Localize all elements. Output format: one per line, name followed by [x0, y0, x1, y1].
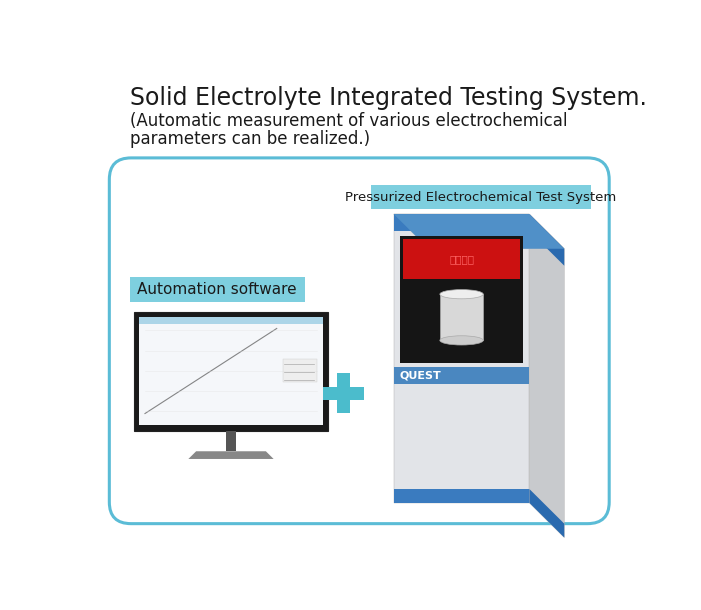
FancyBboxPatch shape — [394, 214, 529, 231]
FancyBboxPatch shape — [403, 239, 520, 279]
FancyBboxPatch shape — [109, 158, 609, 523]
Text: (Automatic measurement of various electrochemical: (Automatic measurement of various electr… — [130, 112, 568, 130]
Text: Automation software: Automation software — [137, 282, 297, 297]
Polygon shape — [394, 214, 564, 249]
FancyBboxPatch shape — [440, 294, 483, 340]
FancyBboxPatch shape — [139, 317, 323, 425]
FancyBboxPatch shape — [130, 278, 305, 302]
Polygon shape — [189, 451, 273, 459]
FancyBboxPatch shape — [371, 185, 592, 209]
Text: Solid Electrolyte Integrated Testing System.: Solid Electrolyte Integrated Testing Sys… — [130, 86, 647, 110]
Text: Pressurized Electrochemical Test System: Pressurized Electrochemical Test System — [345, 191, 616, 204]
Text: 危险提醒: 危险提醒 — [449, 254, 474, 264]
FancyBboxPatch shape — [394, 214, 529, 503]
FancyBboxPatch shape — [283, 359, 317, 382]
FancyBboxPatch shape — [337, 373, 350, 413]
Ellipse shape — [440, 336, 483, 345]
FancyBboxPatch shape — [394, 367, 529, 384]
Polygon shape — [529, 489, 564, 537]
FancyBboxPatch shape — [139, 317, 323, 325]
Text: parameters can be realized.): parameters can be realized.) — [130, 130, 370, 148]
FancyBboxPatch shape — [226, 431, 236, 451]
FancyBboxPatch shape — [134, 312, 328, 431]
Polygon shape — [394, 214, 564, 249]
Ellipse shape — [440, 290, 483, 299]
Polygon shape — [529, 214, 564, 537]
FancyBboxPatch shape — [323, 387, 364, 400]
FancyBboxPatch shape — [394, 489, 529, 503]
FancyBboxPatch shape — [400, 235, 523, 363]
Polygon shape — [529, 214, 564, 266]
Text: QUEST: QUEST — [400, 370, 442, 380]
